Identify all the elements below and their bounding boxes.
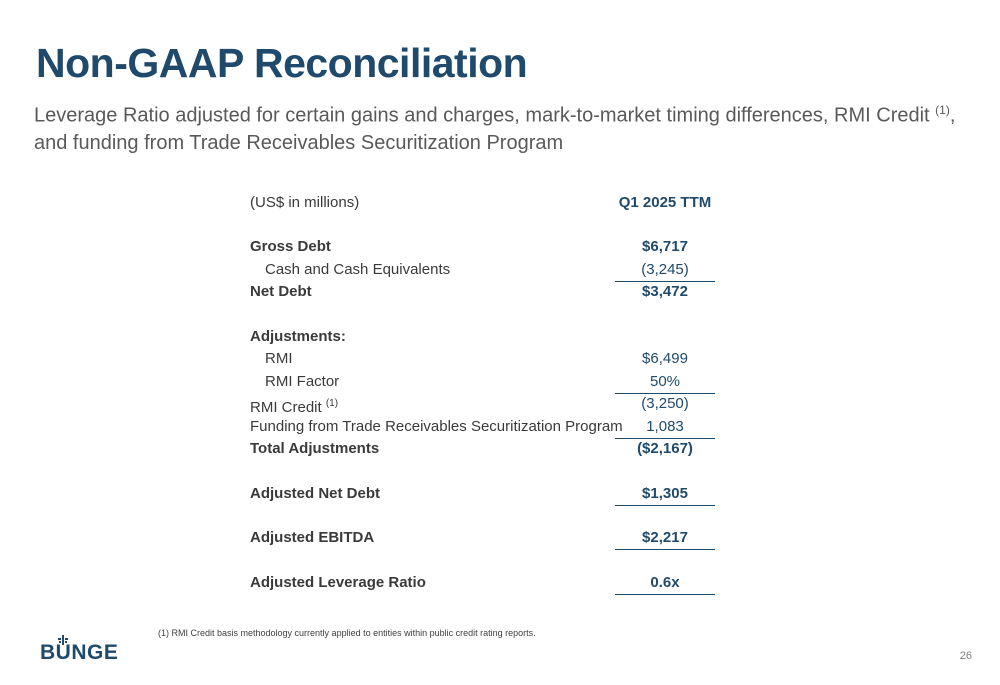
table-row-cash: Cash and Cash Equivalents (3,245) <box>250 259 720 282</box>
page-number: 26 <box>959 650 972 662</box>
page-subtitle: Leverage Ratio adjusted for certain gain… <box>34 97 974 157</box>
table-row-rmi-credit: RMI Credit (1) (3,250) <box>250 393 720 416</box>
table-row-gross-debt: Gross Debt $6,717 <box>250 236 720 259</box>
table-row-funding: Funding from Trade Receivables Securitiz… <box>250 416 720 439</box>
row-value: 50% <box>615 371 715 394</box>
table-row-adjusted-net-debt: Adjusted Net Debt $1,305 <box>250 483 720 506</box>
row-value: ($2,167) <box>637 440 693 457</box>
footnote-ref: (1) <box>325 398 339 409</box>
table-row-adjustments-header: Adjustments: <box>250 326 720 349</box>
period-header: Q1 2025 TTM <box>618 194 712 211</box>
row-value: $3,472 <box>642 283 688 300</box>
table-row-rmi-factor: RMI Factor 50% <box>250 371 720 394</box>
row-label: RMI Factor <box>265 372 340 390</box>
reconciliation-table: (US$ in millions) Q1 2025 TTM Gross Debt… <box>250 192 720 595</box>
row-label: Gross Debt <box>250 238 331 255</box>
row-label: Total Adjustments <box>250 440 380 457</box>
logo-wheat-icon <box>58 635 68 645</box>
units-label: (US$ in millions) <box>250 194 360 211</box>
row-label: Cash and Cash Equivalents <box>265 260 451 278</box>
row-value: (3,250) <box>641 395 689 412</box>
row-label: Adjusted Leverage Ratio <box>250 573 426 591</box>
table-row-adjusted-ebitda: Adjusted EBITDA $2,217 <box>250 527 720 550</box>
page-title: Non-GAAP Reconciliation <box>36 40 528 86</box>
footnote: (1) RMI Credit basis methodology current… <box>158 628 536 638</box>
row-label: Adjustments: <box>250 327 346 345</box>
table-row-net-debt: Net Debt $3,472 <box>250 281 720 304</box>
table-row-total-adjustments: Total Adjustments ($2,167) <box>250 438 720 461</box>
row-value: $2,217 <box>615 527 715 550</box>
logo-text: BUNGE <box>40 641 119 664</box>
row-label: Adjusted Net Debt <box>250 484 381 502</box>
row-value: $6,717 <box>642 238 688 255</box>
row-label: Net Debt <box>250 283 312 300</box>
row-value: 0.6x <box>615 572 715 595</box>
row-value: $1,305 <box>615 483 715 506</box>
row-label-text: RMI Credit <box>250 399 326 416</box>
row-label: RMI Credit (1) <box>250 393 338 419</box>
bunge-logo: BUNGE <box>40 635 120 665</box>
table-row-rmi: RMI $6,499 <box>250 348 720 371</box>
row-label: Funding from Trade Receivables Securitiz… <box>250 417 623 435</box>
row-value: $6,499 <box>642 350 688 367</box>
subtitle-text-end: , and funding from Trade Receivables Sec… <box>34 104 956 154</box>
row-value: (3,245) <box>615 259 715 282</box>
subtitle-text: Leverage Ratio adjusted for certain gain… <box>34 104 936 127</box>
table-header-row: (US$ in millions) Q1 2025 TTM <box>250 192 720 214</box>
table-row-adjusted-leverage-ratio: Adjusted Leverage Ratio 0.6x <box>250 572 720 595</box>
row-label: Adjusted EBITDA <box>250 529 375 546</box>
row-label: RMI <box>265 350 293 367</box>
row-value: 1,083 <box>615 416 715 439</box>
subtitle-footnote-ref: (1) <box>935 103 950 117</box>
